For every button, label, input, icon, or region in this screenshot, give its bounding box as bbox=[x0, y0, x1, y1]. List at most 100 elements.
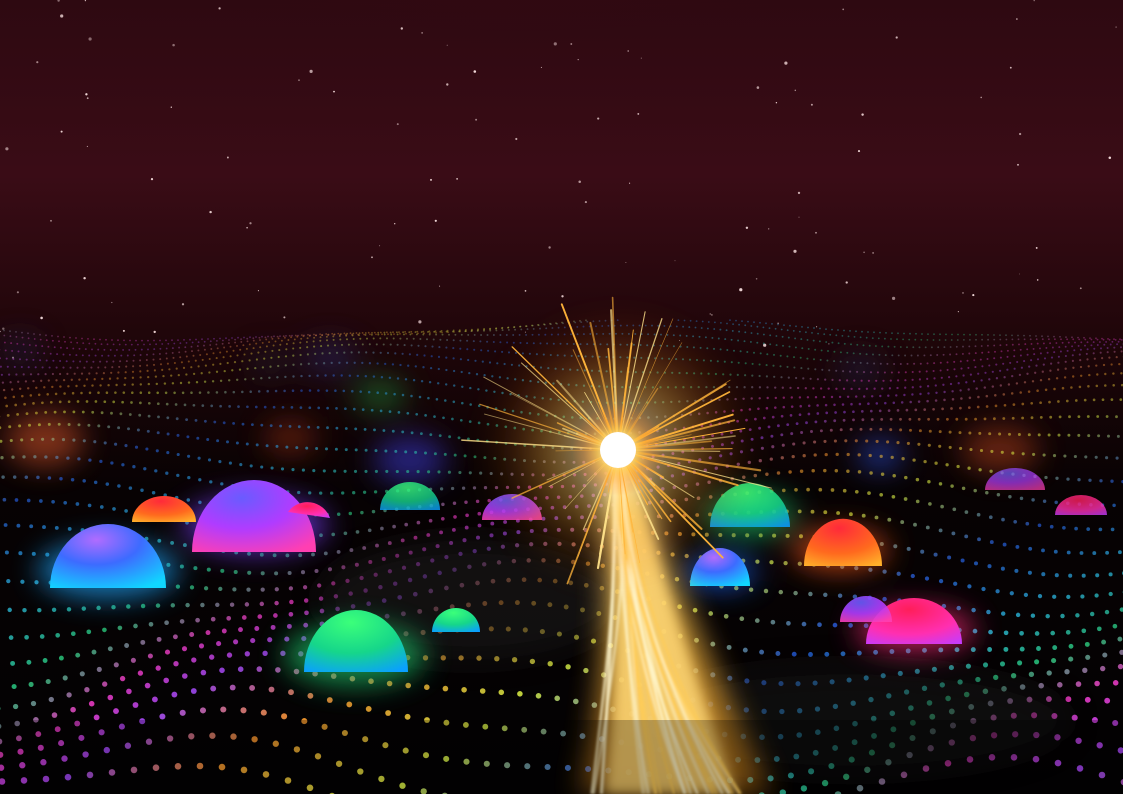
star bbox=[540, 66, 542, 68]
star bbox=[972, 294, 975, 297]
sky-glow bbox=[0, 0, 1040, 230]
star bbox=[755, 278, 758, 280]
star bbox=[1016, 18, 1018, 20]
star bbox=[371, 256, 373, 259]
star bbox=[394, 223, 396, 225]
star bbox=[218, 7, 221, 10]
star bbox=[153, 330, 156, 334]
star bbox=[473, 70, 477, 73]
star bbox=[674, 260, 676, 262]
star bbox=[584, 201, 587, 204]
star bbox=[446, 83, 449, 86]
star bbox=[872, 251, 875, 254]
star bbox=[739, 288, 743, 292]
star bbox=[845, 281, 848, 284]
dome-violet-large bbox=[192, 480, 316, 552]
star bbox=[548, 246, 551, 249]
star bbox=[181, 303, 185, 306]
star bbox=[439, 285, 441, 287]
dome-red-right bbox=[804, 518, 882, 566]
bottom-vignette bbox=[0, 720, 1123, 794]
star bbox=[88, 37, 92, 41]
star bbox=[283, 316, 286, 319]
dome-green-mid bbox=[380, 482, 440, 510]
dotted-wave-grid bbox=[0, 319, 1123, 794]
star bbox=[1036, 279, 1039, 281]
star bbox=[16, 291, 19, 294]
star bbox=[711, 314, 713, 316]
star bbox=[768, 228, 770, 230]
star bbox=[379, 245, 381, 247]
star bbox=[1009, 66, 1012, 69]
star bbox=[561, 295, 564, 298]
star bbox=[816, 326, 818, 328]
star bbox=[815, 231, 817, 234]
star bbox=[5, 147, 9, 151]
star bbox=[627, 50, 630, 52]
star bbox=[745, 226, 749, 229]
star bbox=[434, 219, 437, 222]
star bbox=[1017, 163, 1019, 166]
dome-pink-small bbox=[288, 502, 330, 518]
star bbox=[842, 8, 845, 11]
dome-magenta-right bbox=[866, 598, 962, 644]
star bbox=[226, 156, 229, 159]
star bbox=[400, 27, 403, 30]
star bbox=[1018, 273, 1020, 275]
star bbox=[84, 0, 87, 2]
star bbox=[524, 290, 527, 292]
dome-violet-far bbox=[840, 596, 892, 622]
star bbox=[1108, 156, 1112, 159]
star-field bbox=[0, 0, 1117, 359]
star bbox=[861, 113, 864, 116]
star bbox=[828, 343, 830, 345]
star bbox=[629, 182, 631, 184]
star bbox=[86, 97, 89, 100]
star bbox=[40, 316, 43, 320]
star bbox=[60, 14, 64, 18]
star bbox=[1033, 0, 1035, 2]
star bbox=[446, 44, 448, 46]
star bbox=[798, 216, 800, 218]
star bbox=[640, 57, 642, 59]
star bbox=[515, 137, 518, 141]
star bbox=[50, 219, 52, 222]
star bbox=[980, 96, 982, 99]
star bbox=[429, 178, 433, 181]
star bbox=[1018, 132, 1022, 136]
star bbox=[86, 145, 88, 147]
dome-violet-farright bbox=[985, 468, 1045, 490]
star bbox=[122, 329, 125, 332]
star bbox=[475, 118, 478, 121]
star bbox=[249, 222, 252, 225]
star bbox=[2, 327, 5, 330]
star bbox=[85, 93, 88, 96]
star bbox=[597, 117, 600, 120]
star bbox=[1079, 287, 1082, 290]
star bbox=[0, 330, 1, 333]
star bbox=[810, 103, 813, 106]
star bbox=[709, 313, 711, 315]
star bbox=[794, 89, 797, 92]
dome-red-farright bbox=[1055, 495, 1107, 515]
dome-red-small bbox=[132, 496, 196, 522]
star bbox=[309, 69, 313, 73]
star bbox=[578, 180, 581, 184]
dome-blue-large bbox=[50, 524, 166, 588]
star bbox=[797, 191, 801, 195]
star bbox=[553, 42, 557, 46]
star bbox=[60, 130, 63, 133]
star bbox=[892, 296, 896, 300]
star bbox=[257, 290, 259, 292]
star bbox=[793, 249, 797, 253]
star bbox=[570, 43, 573, 45]
light-burst bbox=[461, 296, 772, 590]
star bbox=[784, 61, 788, 65]
star bbox=[172, 43, 175, 47]
star bbox=[895, 36, 898, 39]
star bbox=[777, 322, 779, 324]
star bbox=[1035, 246, 1038, 249]
star bbox=[421, 32, 423, 34]
